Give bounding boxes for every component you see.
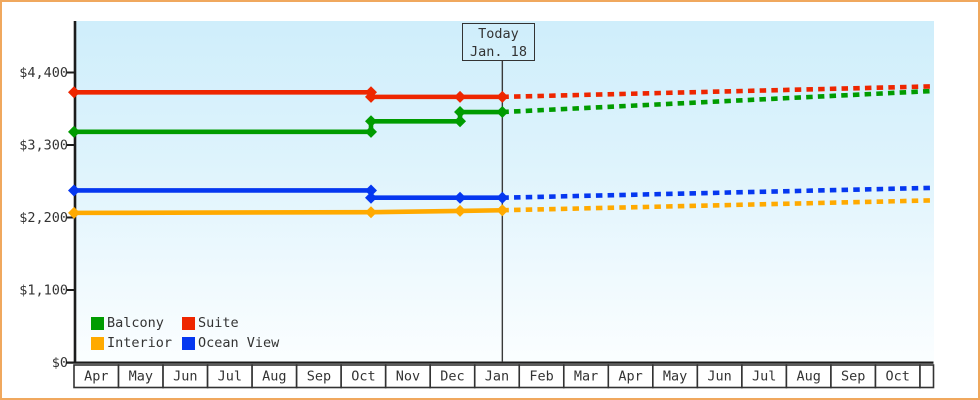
legend-label: Ocean View: [198, 335, 280, 351]
data-point-marker: [68, 86, 80, 99]
x-axis-month-label: Apr: [618, 369, 642, 385]
x-axis-month-label: Jun: [707, 369, 731, 385]
data-point-marker: [364, 206, 377, 219]
data-point-marker: [364, 115, 377, 128]
data-point-marker: [68, 206, 80, 219]
data-point-marker: [364, 184, 377, 197]
y-axis-tick-label: $3,300: [19, 138, 68, 154]
x-axis-month-label: Sep: [307, 369, 331, 385]
today-annotation-date: Jan. 18: [470, 44, 527, 60]
x-axis-month-label: Jul: [218, 369, 242, 385]
x-axis-month-label: Sep: [841, 369, 865, 385]
x-axis-month-label: Mar: [574, 369, 598, 385]
legend-swatch: [182, 336, 195, 350]
today-annotation-title: Today: [478, 26, 519, 42]
x-axis-month-label: Feb: [529, 369, 553, 385]
data-point-marker: [454, 191, 467, 204]
data-point-marker: [496, 90, 509, 103]
x-axis-month-label: Apr: [84, 369, 108, 385]
legend-item-interior: Interior: [91, 333, 182, 353]
legend-item-ocean-view: Ocean View: [182, 333, 279, 353]
series-line-ocean-view: [74, 188, 503, 201]
data-point-marker: [454, 204, 467, 217]
series-line-interior: [73, 207, 503, 216]
legend: Balcony Suite Interior Ocean View: [91, 313, 279, 353]
x-axis-month-label: May: [663, 369, 687, 385]
y-axis-tick-label: $1,100: [19, 283, 68, 299]
data-point-marker: [364, 90, 377, 103]
legend-item-balcony: Balcony: [91, 313, 182, 333]
forecast-line-ocean-view: [502, 185, 934, 201]
x-axis-month-label: May: [129, 369, 153, 385]
x-axis-month-label: Jul: [752, 369, 776, 385]
x-axis-month-label: Oct: [886, 369, 910, 385]
x-axis-empty-cell: [919, 364, 935, 389]
data-point-marker: [454, 115, 467, 128]
data-point-marker: [496, 191, 509, 204]
data-point-marker: [68, 125, 80, 138]
legend-swatch: [91, 316, 104, 330]
legend-label: Interior: [107, 335, 173, 351]
data-point-marker: [454, 106, 467, 119]
legend-swatch: [91, 336, 104, 350]
legend-label: Suite: [198, 315, 239, 331]
legend-item-suite: Suite: [182, 313, 279, 333]
x-axis-month-label: Nov: [396, 369, 420, 385]
data-point-marker: [68, 184, 80, 197]
legend-label: Balcony: [107, 315, 164, 331]
x-axis-month-label: Jun: [173, 369, 197, 385]
x-axis-month-label: Jan: [485, 369, 509, 385]
x-axis-month-label: Aug: [262, 369, 286, 385]
data-point-marker: [496, 204, 509, 217]
today-annotation: Today Jan. 18: [462, 23, 535, 61]
y-axis-tick-label: $0: [52, 355, 68, 371]
x-axis-month-label: Dec: [440, 369, 464, 385]
x-axis-month-label: Aug: [796, 369, 820, 385]
series-line-balcony: [74, 109, 503, 135]
legend-swatch: [182, 316, 195, 330]
x-axis-month-label: Oct: [351, 369, 375, 385]
y-axis-tick-label: $4,400: [19, 65, 68, 81]
data-point-marker: [496, 106, 509, 119]
forecast-line-interior: [502, 198, 934, 213]
data-point-marker: [454, 90, 467, 103]
data-point-marker: [364, 191, 377, 204]
forecast-line-suite: [502, 84, 934, 100]
series-line-suite: [74, 89, 503, 100]
data-point-marker: [364, 125, 377, 138]
y-axis-tick-label: $2,200: [19, 210, 68, 226]
forecast-line-balcony: [502, 88, 934, 115]
